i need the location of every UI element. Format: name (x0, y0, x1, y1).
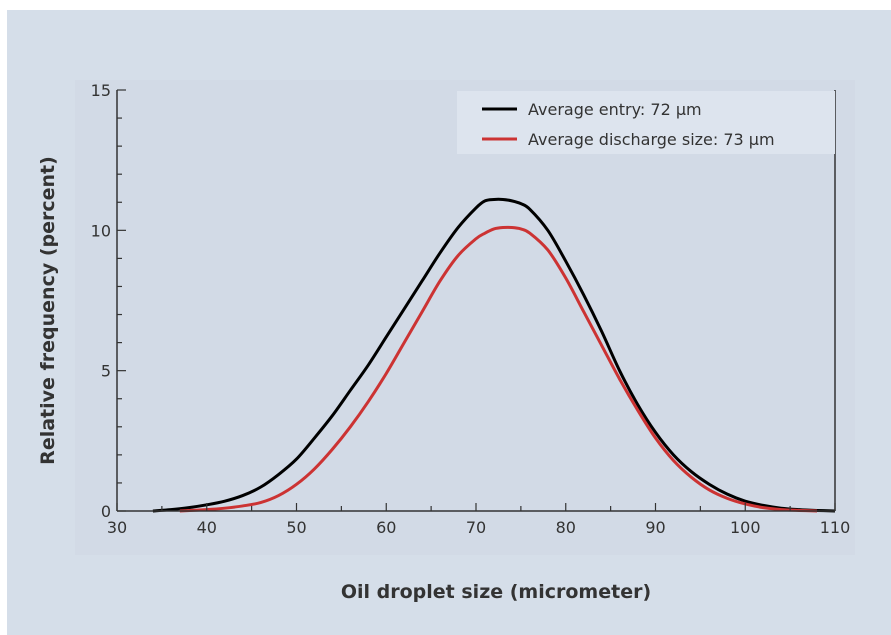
y-tick-label: 15 (91, 81, 111, 100)
legend-box (457, 91, 835, 154)
series-line-2 (179, 225, 818, 513)
axes: 0 5 10 15 30 40 50 60 70 80 90 100 110 (91, 81, 851, 537)
y-tick-label: 10 (91, 221, 111, 240)
x-tick-label: 80 (556, 518, 576, 537)
y-axis-title: Relative frequency (percent) (37, 156, 59, 465)
x-tick-label: 30 (107, 518, 127, 537)
x-tick-label: 110 (820, 518, 851, 537)
x-tick-label: 70 (466, 518, 486, 537)
chart-panel: 0 5 10 15 30 40 50 60 70 80 90 100 110 Average entry… (7, 10, 891, 635)
x-tick-label: 40 (197, 518, 217, 537)
y-tick-label: 0 (101, 502, 111, 521)
chart-svg: 0 5 10 15 30 40 50 60 70 80 90 100 110 Average entry… (37, 80, 855, 603)
x-tick-label: 50 (286, 518, 306, 537)
x-axis-title: Oil droplet size (micrometer) (341, 581, 651, 603)
plot-area (75, 80, 855, 555)
legend-label-2: Average discharge size: 73 µm (528, 130, 775, 149)
x-tick-label: 90 (645, 518, 665, 537)
x-tick-label: 100 (730, 518, 761, 537)
x-tick-label: 60 (376, 518, 396, 537)
series-line-1 (152, 197, 836, 513)
y-tick-label: 5 (101, 362, 111, 381)
legend: Average entry: 72 µm Average discharge si… (457, 91, 835, 154)
legend-label-1: Average entry: 72 µm (528, 100, 702, 119)
series-lines (152, 197, 836, 513)
